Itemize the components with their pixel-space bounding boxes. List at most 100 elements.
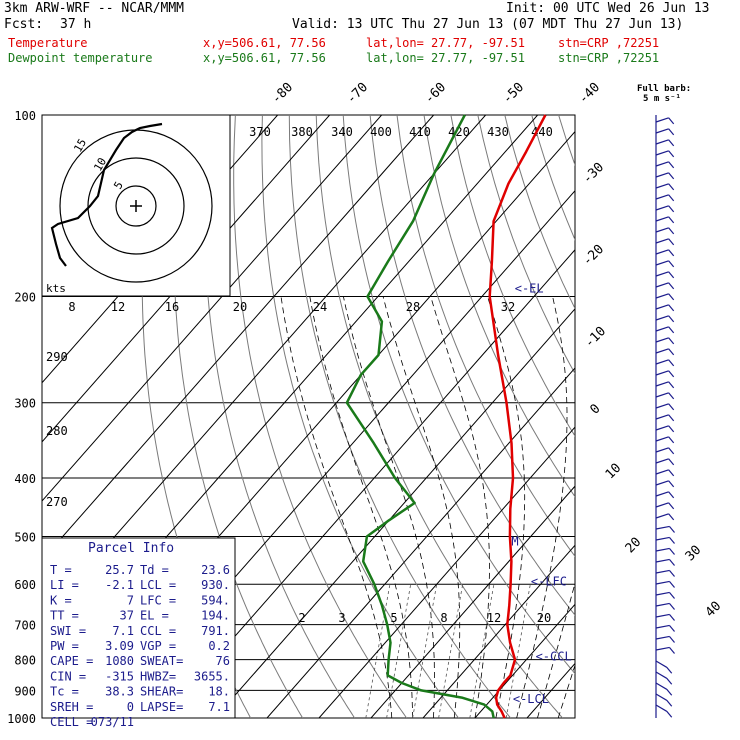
hodograph-ring-1 [115, 185, 157, 227]
parcel-row-8-left-label: Tc = [50, 685, 79, 699]
parcel-row-3-right-label: EL = [140, 609, 169, 623]
parcel-row-0-right-value: 23.6 [201, 563, 230, 577]
isotherm-20 [474, 603, 575, 718]
parcel-row-8-right-value: 18. [208, 685, 230, 699]
isotherm-label--30: -30 [580, 160, 607, 187]
mixing-ratio-bottom-label-2: 2 [298, 611, 305, 625]
parcel-row-4-left-label: SWI = [50, 624, 86, 638]
wind-barb [655, 693, 673, 707]
theta-label-340: 340 [331, 125, 353, 139]
theta-label-380: 380 [291, 125, 313, 139]
parcel-row-7-left-label: CIN = [50, 669, 86, 683]
parcel-row-6-right-value: 76 [216, 654, 230, 668]
mixing-ratio-top-label-32: 32 [501, 300, 515, 314]
dry-adiabat-460 [720, 115, 740, 718]
temperature-legend-station: stn=CRP ,72251 [558, 36, 660, 50]
moist-adiabat-8 [309, 296, 414, 718]
parcel-row-2-left-value: 7 [127, 593, 134, 607]
mixing-ratio-8 [438, 584, 464, 718]
temperature-legend-xy: x,y=506.61, 77.56 [203, 36, 326, 50]
mixing-ratio-top-label-28: 28 [406, 300, 420, 314]
parcel-row-10-left-label: CELL = [50, 715, 93, 729]
isotherm-label--60: -60 [422, 80, 449, 107]
mixing-ratio-3 [386, 584, 412, 718]
parcel-row-0-right-label: Td = [140, 563, 169, 577]
parcel-row-9-right-value: 7.1 [208, 700, 230, 714]
isotherm--20 [266, 367, 575, 718]
pressure-label-500: 500 [14, 530, 36, 544]
pressure-label-100: 100 [14, 109, 36, 123]
wind-barb [655, 447, 675, 455]
annotation-lfc: <-LFC [531, 575, 567, 589]
wind-barb [655, 381, 675, 389]
dewpoint-line [345, 114, 495, 719]
wind-barb [655, 128, 675, 136]
theta-label-400: 400 [370, 125, 392, 139]
mixing-ratio-20 [505, 584, 531, 718]
dry-adiabat-450 [693, 115, 740, 718]
isotherm-label--50: -50 [500, 80, 527, 107]
parcel-row-6-left-label: CAPE = [50, 654, 93, 668]
dry-adiabat-340 [396, 115, 575, 558]
isotherm--90 [42, 115, 435, 561]
wind-barb [655, 326, 675, 334]
isotherm--40 [162, 249, 575, 718]
parcel-row-5-left-label: PW = [50, 639, 79, 653]
annotation-m: M [511, 535, 518, 549]
parcel-panel-frame [41, 537, 236, 719]
dry-adiabat-440 [666, 115, 740, 718]
parcel-row-2-right-value: 594. [201, 593, 230, 607]
hodograph-center [130, 200, 142, 212]
wind-barb [655, 183, 675, 191]
hodograph-ring-label-15: 15 [71, 137, 89, 155]
isotherms [42, 115, 575, 718]
annotation-el: <-EL [515, 282, 544, 296]
wind-barb [655, 403, 675, 411]
isotherm--10 [318, 426, 575, 718]
wind-barb [655, 480, 675, 488]
dewpoint-legend-station: stn=CRP ,72251 [558, 51, 660, 65]
wind-barb [655, 580, 675, 588]
wind-barb [655, 260, 675, 268]
wind-barb [655, 547, 675, 555]
wind-barb [655, 348, 675, 356]
wind-scale-title: Full barb: [637, 84, 692, 94]
init-time: Init: 00 UTC Wed 26 Jun 13 [506, 1, 710, 16]
isotherm--100 [42, 115, 383, 502]
isotherm-0 [370, 485, 575, 718]
parcel-row-4-left-value: 7.1 [112, 624, 134, 638]
parcel-row-8-left-value: 38.3 [105, 685, 134, 699]
wind-barb [655, 139, 675, 147]
wind-barb [655, 227, 675, 235]
wind-barb [655, 646, 675, 654]
parcel-row-3-left-value: 37 [120, 609, 134, 623]
dry-adiabat-360 [450, 115, 575, 437]
theta-label-440: 440 [531, 125, 553, 139]
mixing-ratio-bottom-label-20: 20 [537, 611, 551, 625]
theta-label-370: 370 [249, 125, 271, 139]
theta-label-430: 430 [487, 125, 509, 139]
wind-barb [655, 271, 675, 279]
parcel-row-7-right-label: HWBZ= [140, 669, 176, 683]
wind-barb [655, 161, 675, 169]
wind-barb [655, 337, 675, 345]
wind-barb [655, 469, 675, 477]
mixing-ratio-top-label-12: 12 [111, 300, 125, 314]
temperature-legend-latlon: lat,lon= 27.77, -97.51 [366, 36, 525, 50]
moist-adiabat-36 [557, 664, 575, 718]
isotherm-label--80: -80 [269, 80, 296, 107]
mixing-ratio-bottom-label-3: 3 [338, 611, 345, 625]
parcel-row-5-right-label: VGP = [140, 639, 176, 653]
parcel-title: Parcel Info [88, 541, 174, 556]
dry-adiabat-350 [423, 115, 575, 498]
dry-adiabat-320 [342, 115, 575, 675]
parcel-row-9-left-value: 0 [127, 700, 134, 714]
theta-left-label-290: 290 [46, 350, 68, 364]
wind-barb [655, 205, 675, 213]
wind-barb [655, 591, 675, 599]
dry-adiabat-380 [504, 115, 575, 310]
moist-adiabat-16 [382, 296, 461, 718]
parcel-row-1-left-label: LI = [50, 578, 79, 592]
isotherm-label--70: -70 [344, 80, 371, 107]
